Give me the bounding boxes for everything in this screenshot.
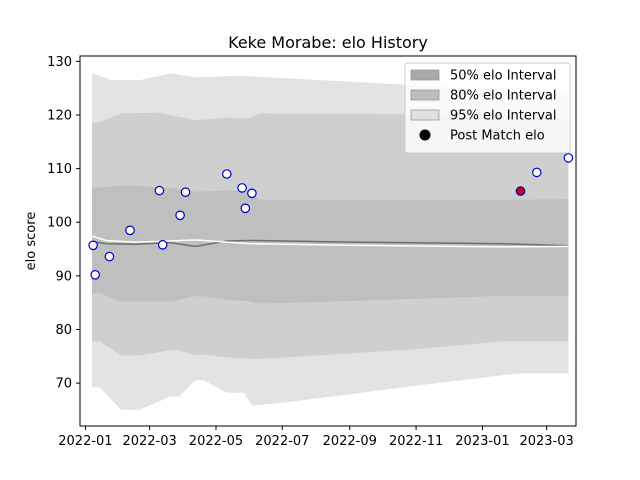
y-tick-label: 90: [55, 269, 72, 284]
post-match-point: [88, 240, 98, 251]
legend-marker: [419, 129, 431, 141]
highlight-point: [515, 186, 526, 196]
legend-box: [404, 62, 571, 154]
legend-entries: 50% elo Interval 80% elo Interval 95% elo …: [410, 69, 557, 144]
plot-frame: [79, 55, 577, 427]
post-match-point: [531, 167, 542, 178]
legend: 50% elo Interval 80% elo Interval 95% elo …: [404, 62, 571, 154]
x-tick-label: 2022-07: [255, 434, 309, 449]
y-axis-ticks: 70 80 90 100 110 120 130: [47, 55, 80, 392]
post-match-point: [240, 203, 251, 214]
post-match-point: [175, 210, 185, 221]
post-match-point: [222, 169, 232, 179]
post-match-point: [154, 185, 165, 196]
post-match-point: [90, 269, 100, 280]
y-tick-label: 110: [47, 162, 72, 177]
y-tick-label: 100: [47, 216, 72, 231]
post-match-point: [104, 251, 115, 262]
post-match-point: [180, 187, 191, 197]
post-match-point: [247, 188, 257, 199]
x-tick-label: 2022-11: [389, 434, 443, 449]
x-tick-label: 2023-01: [455, 434, 509, 449]
elo-line-2: [91, 235, 569, 248]
legend-label: Post Match elo: [450, 129, 545, 144]
y-tick-label: 120: [47, 108, 72, 123]
post-match-point: [237, 183, 247, 193]
post-match-point: [125, 225, 135, 236]
legend-swatch: [410, 69, 440, 81]
chart-title: Keke Morabe: elo History: [228, 33, 428, 52]
y-axis-label: elo score: [24, 212, 39, 271]
x-axis-ticks: 2022-01 2022-03 2022-05 2022-07 2022-09 2022-…: [58, 426, 574, 449]
elo-line-1: [91, 239, 569, 248]
post-match-points: [88, 153, 574, 280]
legend-swatch: [410, 89, 440, 101]
x-tick-label: 2022-05: [189, 434, 243, 449]
y-tick-label: 130: [47, 55, 72, 70]
x-tick-label: 2022-01: [58, 434, 112, 449]
legend-label: 95% elo Interval: [450, 109, 557, 124]
x-tick-label: 2022-09: [323, 434, 377, 449]
y-tick-label: 80: [55, 323, 72, 338]
legend-label: 50% elo Interval: [450, 69, 557, 84]
x-tick-label: 2022-03: [122, 434, 176, 449]
x-tick-label: 2023-03: [519, 434, 573, 449]
post-match-point: [157, 240, 168, 250]
post-match-point: [563, 153, 574, 163]
legend-label: 80% elo Interval: [450, 89, 557, 104]
legend-swatch: [410, 109, 440, 121]
y-tick-label: 70: [55, 377, 72, 392]
elo-lines: [91, 235, 569, 248]
